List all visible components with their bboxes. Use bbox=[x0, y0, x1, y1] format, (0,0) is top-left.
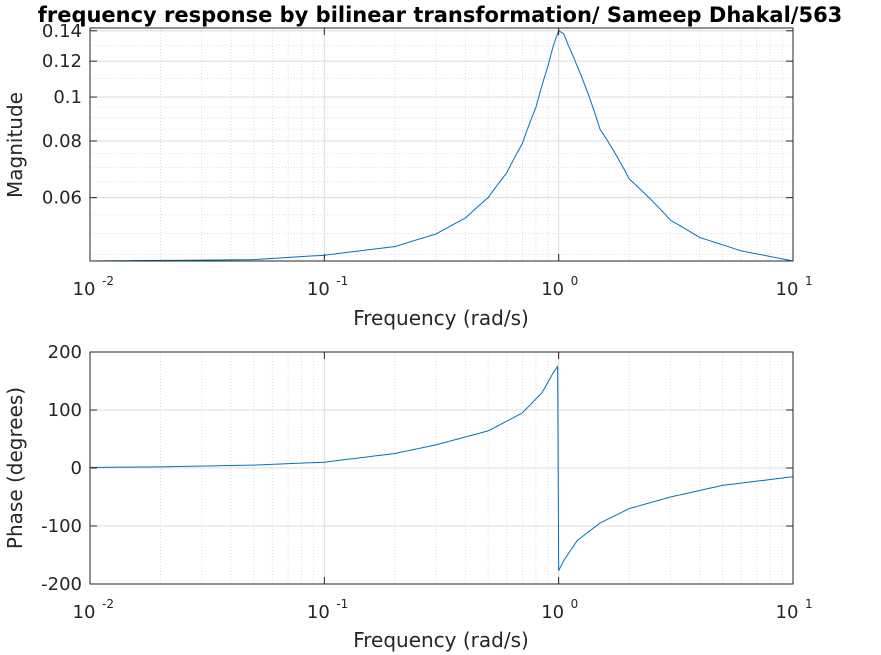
magnitude-plot-area bbox=[90, 28, 793, 261]
magnitude-plot-frame bbox=[89, 27, 794, 262]
magnitude-x-tick-exponent: -1 bbox=[336, 274, 348, 288]
phase-x-tick-label: 10 bbox=[776, 602, 799, 623]
magnitude-y-tick-label: 0.06 bbox=[42, 188, 82, 209]
magnitude-x-tick-exponent: -2 bbox=[102, 274, 114, 288]
magnitude-x-tick-label: 10 bbox=[73, 279, 96, 300]
magnitude-y-tick-label: 0.08 bbox=[42, 131, 82, 152]
phase-y-tick-label: 100 bbox=[48, 400, 82, 421]
phase-x-tick-exponent: -2 bbox=[102, 597, 114, 611]
magnitude-grid bbox=[89, 28, 794, 261]
figure-title: frequency response by bilinear transform… bbox=[38, 3, 843, 27]
phase-x-tick-exponent: 1 bbox=[805, 597, 813, 611]
phase-x-tick-label: 10 bbox=[541, 602, 564, 623]
magnitude-series bbox=[89, 30, 794, 262]
magnitude-x-tick-exponent: 1 bbox=[805, 274, 813, 288]
magnitude-ticks: 10 -2 10 -1 10 0 10 1 0.06 0.08 0.1 0.12 0.14 bbox=[42, 21, 813, 300]
magnitude-ylabel: Magnitude bbox=[3, 92, 27, 198]
phase-ylabel: Phase (degrees) bbox=[3, 387, 27, 549]
phase-y-tick-label: -100 bbox=[41, 516, 82, 537]
magnitude-series-line bbox=[89, 30, 794, 262]
magnitude-x-tick-label: 10 bbox=[541, 279, 564, 300]
magnitude-xlabel: Frequency (rad/s) bbox=[353, 306, 529, 330]
magnitude-x-tick-label: 10 bbox=[776, 279, 799, 300]
phase-y-tick-label: 200 bbox=[48, 342, 82, 363]
phase-x-tick-label: 10 bbox=[307, 602, 330, 623]
magnitude-plot: 10 -2 10 -1 10 0 10 1 0.06 0.08 0.1 0.12 0.14 Freque… bbox=[3, 21, 813, 330]
phase-series-line bbox=[89, 364, 794, 571]
magnitude-y-tick-label: 0.12 bbox=[42, 51, 82, 72]
phase-xlabel: Frequency (rad/s) bbox=[353, 628, 529, 652]
magnitude-x-tick-label: 10 bbox=[307, 279, 330, 300]
phase-x-tick-exponent: -1 bbox=[336, 597, 348, 611]
phase-x-tick-exponent: 0 bbox=[571, 597, 579, 611]
phase-x-tick-label: 10 bbox=[73, 602, 96, 623]
phase-y-tick-label: -200 bbox=[41, 574, 82, 595]
magnitude-y-tick-label: 0.14 bbox=[42, 21, 82, 42]
phase-y-tick-label: 0 bbox=[71, 458, 82, 479]
magnitude-x-tick-exponent: 0 bbox=[571, 274, 579, 288]
magnitude-y-tick-label: 0.1 bbox=[53, 87, 82, 108]
phase-series bbox=[89, 364, 794, 571]
